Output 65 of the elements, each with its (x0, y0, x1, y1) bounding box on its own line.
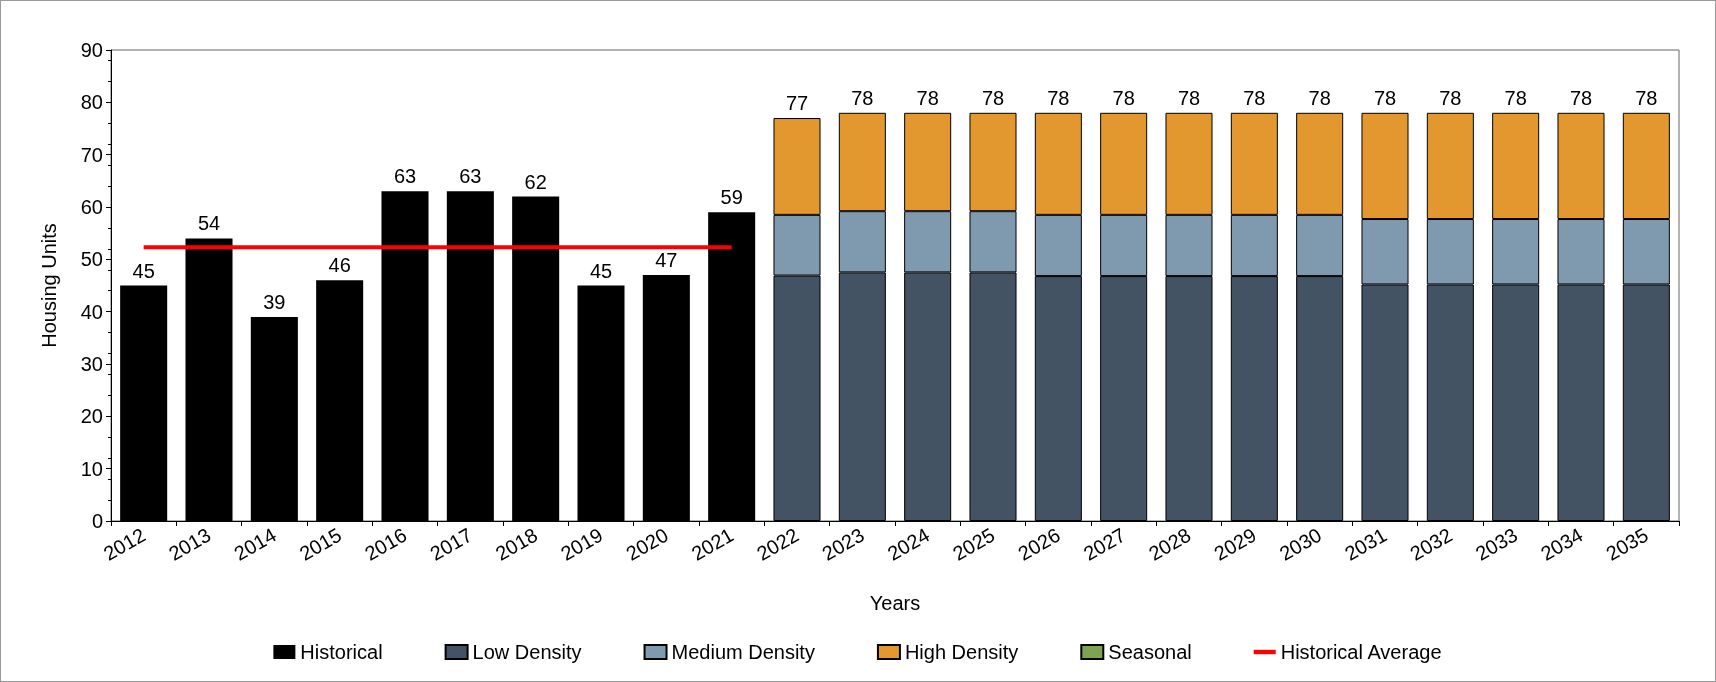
y-tick-label: 90 (80, 39, 103, 61)
legend-label: Low Density (472, 641, 582, 663)
x-tick-label: 2028 (1144, 523, 1195, 565)
x-tick-label: 2013 (164, 523, 215, 565)
legend-label: Medium Density (671, 641, 815, 663)
total-label: 78 (981, 86, 1005, 109)
total-label: 78 (1308, 86, 1331, 109)
total-label: 77 (785, 92, 809, 115)
x-tick-label: 2029 (1210, 523, 1260, 565)
x-tick-label: 2031 (1340, 523, 1391, 565)
data-label: 45 (132, 259, 155, 282)
x-tick-label: 2027 (1079, 523, 1130, 565)
data-label: 46 (328, 254, 351, 277)
x-tick-label: 2035 (1602, 523, 1652, 565)
y-tick-label: 30 (80, 353, 103, 375)
data-label: 45 (589, 259, 613, 282)
x-tick-label: 2024 (883, 523, 934, 565)
data-label: 63 (459, 165, 482, 188)
y-tick-label: 60 (80, 196, 103, 218)
x-tick-label: 2033 (1471, 523, 1522, 565)
y-tick-label: 20 (80, 405, 103, 428)
x-tick-label: 2026 (1014, 523, 1064, 565)
data-label: 59 (720, 186, 743, 209)
x-tick-label: 2016 (360, 523, 411, 565)
total-label: 78 (1373, 86, 1397, 109)
legend-label: Historical Average (1280, 641, 1442, 663)
y-tick-label: 40 (80, 300, 103, 323)
x-tick-label: 2021 (687, 523, 738, 565)
total-label: 78 (1635, 86, 1658, 109)
x-tick-label: 2020 (622, 523, 672, 565)
y-tick-label: 0 (91, 510, 103, 532)
total-label: 78 (851, 86, 874, 109)
y-tick-label: 70 (80, 143, 103, 166)
total-label: 78 (1243, 86, 1266, 109)
y-tick-label: 80 (80, 91, 103, 114)
x-tick-label: 2017 (426, 523, 476, 565)
x-tick-label: 2018 (491, 523, 542, 565)
legend-label: Historical (300, 641, 383, 663)
total-label: 78 (1047, 86, 1070, 109)
y-tick-label: 50 (80, 248, 103, 271)
y-tick-label: 10 (80, 457, 103, 480)
data-label: 39 (263, 290, 286, 313)
total-label: 78 (1569, 86, 1593, 109)
data-label: 62 (524, 170, 547, 193)
x-axis-title: Years (869, 592, 921, 614)
total-label: 78 (1439, 86, 1462, 109)
total-label: 78 (1112, 86, 1135, 109)
x-tick-label: 2025 (948, 523, 999, 565)
total-label: 78 (1504, 86, 1527, 109)
y-axis-title: Housing Units (38, 223, 60, 348)
total-label: 78 (916, 86, 939, 109)
x-tick-label: 2032 (1406, 523, 1456, 565)
total-label: 78 (1177, 86, 1201, 109)
data-label: 54 (197, 212, 221, 235)
data-label: 63 (393, 165, 417, 188)
x-tick-label: 2015 (295, 523, 346, 565)
legend-label: High Density (904, 641, 1019, 663)
data-label: 47 (655, 249, 678, 272)
legend-label: Seasonal (1108, 641, 1192, 663)
x-tick-label: 2034 (1536, 523, 1587, 565)
x-tick-label: 2030 (1275, 523, 1326, 565)
x-tick-label: 2019 (556, 523, 607, 565)
x-tick-label: 2023 (818, 523, 868, 565)
x-tick-label: 2014 (230, 523, 280, 565)
x-tick-label: 2022 (752, 523, 803, 565)
